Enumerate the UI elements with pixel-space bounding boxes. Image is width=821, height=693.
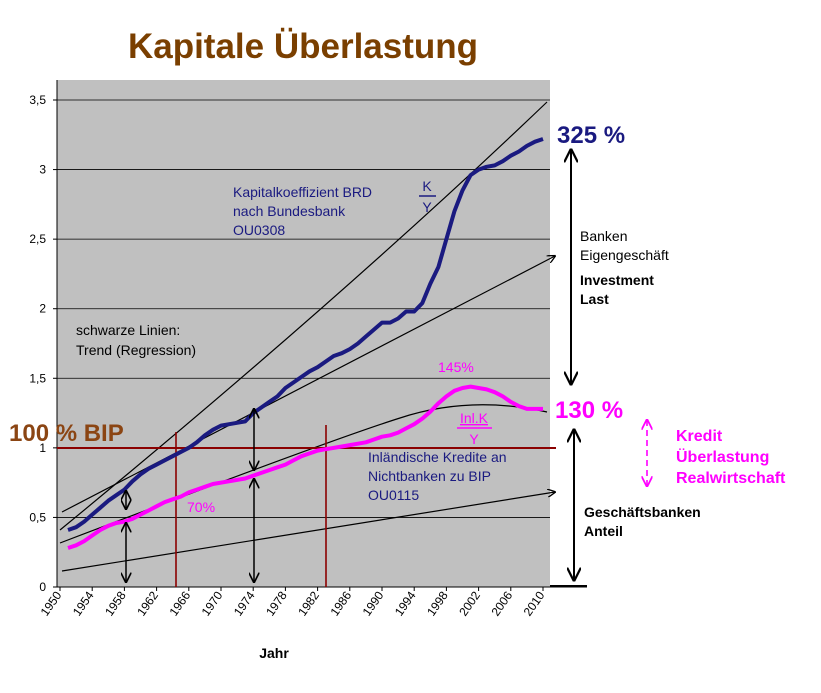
label-credit-2: Nichtbanken zu BIP xyxy=(368,468,491,484)
x-tick-label: 2010 xyxy=(521,588,548,618)
trend-line-straight-upper xyxy=(61,256,555,513)
x-tick-label: 2002 xyxy=(456,588,483,618)
x-tick-label: 1966 xyxy=(166,588,193,618)
label-geschaeft-2: Anteil xyxy=(584,523,623,539)
label-kredit-1: Kredit xyxy=(676,428,723,445)
x-tick-label: 1998 xyxy=(424,588,451,618)
label-k-frac-num: K xyxy=(422,178,432,194)
y-tick-label: 0 xyxy=(39,580,46,594)
x-tick-label: 1958 xyxy=(102,588,129,618)
trend-lines xyxy=(59,101,555,572)
label-investment-1: Investment xyxy=(580,272,654,288)
x-tick-label: 1954 xyxy=(70,588,97,618)
x-tick-label: 1978 xyxy=(263,588,290,618)
label-pct-70: 70% xyxy=(187,499,215,515)
x-tick-label: 1986 xyxy=(327,588,354,618)
label-kredit-2: Überlastung xyxy=(676,447,769,466)
label-credit-1: Inländische Kredite an xyxy=(368,449,507,465)
series-line-inlaendische-kredite xyxy=(67,384,543,550)
y-tick-label: 1 xyxy=(39,441,46,455)
label-k-frac-den: Y xyxy=(422,199,432,215)
label-geschaeft-1: Geschäftsbanken xyxy=(584,504,701,520)
y-ticks: 0 0,5 1 1,5 2 2,5 3 3,5 xyxy=(29,93,57,594)
label-k-series-1: Kapitalkoeffizient BRD xyxy=(233,184,372,200)
x-tick-label: 1962 xyxy=(134,588,161,618)
x-tick-label: 1982 xyxy=(295,588,322,618)
label-trend-1: schwarze Linien: xyxy=(76,322,180,338)
x-tick-label: 1974 xyxy=(231,588,258,618)
label-investment-2: Last xyxy=(580,291,609,307)
x-tick-label: 1970 xyxy=(199,588,226,618)
label-credit-frac-den: Y xyxy=(469,431,479,447)
trend-curve-k xyxy=(59,101,548,531)
y-tick-label: 0,5 xyxy=(29,510,46,524)
y-tick-label: 2 xyxy=(39,302,46,316)
x-ticks: 1950 1954 1958 1962 1966 1970 1974 1978 1982 1986… xyxy=(38,587,548,619)
label-credit-3: OU0115 xyxy=(368,487,419,503)
plot-area xyxy=(57,80,550,587)
label-credit-frac-num: Inl.K xyxy=(460,410,489,426)
label-k-series-3: OU0308 xyxy=(233,222,285,238)
label-trend-2: Trend (Regression) xyxy=(76,342,196,358)
y-tick-label: 2,5 xyxy=(29,232,46,246)
label-kredit-3: Realwirtschaft xyxy=(676,470,786,487)
label-banken-1: Banken xyxy=(580,228,627,244)
y-tick-label: 3,5 xyxy=(29,93,46,107)
label-banken-2: Eigengeschäft xyxy=(580,247,669,263)
series-line-kapitalkoeffizient xyxy=(67,137,544,532)
y-tick-label: 3 xyxy=(39,163,46,177)
chart-title: Kapitale Überlastung xyxy=(128,27,478,66)
x-tick-label: 2006 xyxy=(488,588,515,618)
x-tick-label: 1994 xyxy=(392,588,419,618)
label-pct-130: 130 % xyxy=(555,397,623,424)
label-pct-325: 325 % xyxy=(557,122,625,149)
label-pct-145: 145% xyxy=(438,359,474,375)
label-bip-100: 100 % BIP xyxy=(9,420,124,447)
x-tick-label: 1990 xyxy=(360,588,387,618)
label-k-series-2: nach Bundesbank xyxy=(233,203,346,219)
trend-line-straight-lower xyxy=(61,492,555,572)
x-axis-label: Jahr xyxy=(259,645,289,661)
inner-arrows xyxy=(126,409,254,582)
y-tick-label: 1,5 xyxy=(29,371,46,385)
